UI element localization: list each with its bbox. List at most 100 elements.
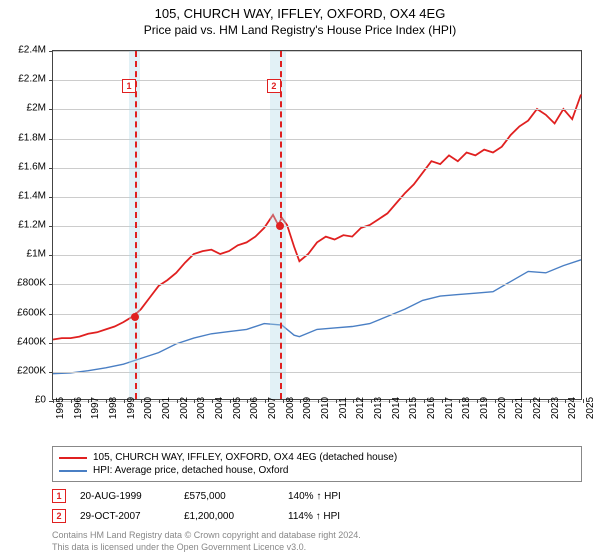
x-tick bbox=[530, 399, 531, 403]
x-axis-label: 2023 bbox=[550, 397, 561, 419]
y-axis-label: £1.8M bbox=[18, 132, 46, 143]
x-axis-label: 2020 bbox=[497, 397, 508, 419]
y-tick bbox=[49, 372, 53, 373]
x-tick bbox=[177, 399, 178, 403]
legend-label: HPI: Average price, detached house, Oxfo… bbox=[93, 465, 289, 476]
x-axis-label: 1998 bbox=[108, 397, 119, 419]
x-tick bbox=[424, 399, 425, 403]
y-axis-label: £0 bbox=[35, 395, 46, 406]
x-axis-label: 1995 bbox=[55, 397, 66, 419]
x-axis-label: 2002 bbox=[179, 397, 190, 419]
x-axis-label: 2008 bbox=[285, 397, 296, 419]
sales-marker: 1 bbox=[52, 489, 66, 503]
y-axis-label: £200K bbox=[17, 365, 46, 376]
x-axis-labels: 1995199619971998199920002001200220032004… bbox=[52, 404, 582, 444]
x-tick bbox=[71, 399, 72, 403]
x-tick bbox=[265, 399, 266, 403]
x-tick bbox=[389, 399, 390, 403]
x-tick bbox=[159, 399, 160, 403]
sales-hpi: 114% ↑ HPI bbox=[288, 511, 378, 522]
x-tick bbox=[495, 399, 496, 403]
legend-row: HPI: Average price, detached house, Oxfo… bbox=[59, 464, 575, 477]
x-axis-label: 1996 bbox=[73, 397, 84, 419]
sales-table: 120-AUG-1999£575,000140% ↑ HPI229-OCT-20… bbox=[52, 486, 582, 526]
x-axis-label: 2021 bbox=[514, 397, 525, 419]
chart-subtitle: Price paid vs. HM Land Registry's House … bbox=[0, 21, 600, 37]
y-tick bbox=[49, 51, 53, 52]
x-axis-label: 2003 bbox=[196, 397, 207, 419]
y-tick bbox=[49, 284, 53, 285]
legend-swatch bbox=[59, 470, 87, 472]
x-axis-label: 2015 bbox=[408, 397, 419, 419]
y-axis-label: £800K bbox=[17, 278, 46, 289]
x-axis-label: 1999 bbox=[126, 397, 137, 419]
x-tick bbox=[318, 399, 319, 403]
footer-line1: Contains HM Land Registry data © Crown c… bbox=[52, 530, 582, 542]
x-tick bbox=[106, 399, 107, 403]
x-axis-label: 2006 bbox=[249, 397, 260, 419]
legend-row: 105, CHURCH WAY, IFFLEY, OXFORD, OX4 4EG… bbox=[59, 451, 575, 464]
y-axis-label: £1.2M bbox=[18, 220, 46, 231]
sales-hpi: 140% ↑ HPI bbox=[288, 491, 378, 502]
y-tick bbox=[49, 314, 53, 315]
y-tick bbox=[49, 343, 53, 344]
y-tick bbox=[49, 139, 53, 140]
x-axis-label: 2010 bbox=[320, 397, 331, 419]
sales-row: 2 29-OCT-2007 £1,200,000 114% ↑ HPI bbox=[52, 506, 582, 526]
x-axis-label: 2019 bbox=[479, 397, 490, 419]
sale-point bbox=[276, 222, 284, 230]
chart-title: 105, CHURCH WAY, IFFLEY, OXFORD, OX4 4EG bbox=[0, 0, 600, 21]
sale-point bbox=[131, 313, 139, 321]
y-tick bbox=[49, 168, 53, 169]
x-tick bbox=[336, 399, 337, 403]
y-axis-label: £2.4M bbox=[18, 45, 46, 56]
y-axis-label: £2.2M bbox=[18, 74, 46, 85]
x-axis-label: 2013 bbox=[373, 397, 384, 419]
x-tick bbox=[212, 399, 213, 403]
x-axis-label: 2014 bbox=[391, 397, 402, 419]
y-axis-label: £600K bbox=[17, 307, 46, 318]
x-tick bbox=[371, 399, 372, 403]
x-axis-label: 2016 bbox=[426, 397, 437, 419]
x-tick bbox=[477, 399, 478, 403]
sales-marker: 2 bbox=[52, 509, 66, 523]
x-axis-label: 2001 bbox=[161, 397, 172, 419]
footer-attribution: Contains HM Land Registry data © Crown c… bbox=[52, 530, 582, 553]
x-axis-label: 2017 bbox=[444, 397, 455, 419]
legend-swatch bbox=[59, 457, 87, 459]
x-tick bbox=[583, 399, 584, 403]
sale-vline bbox=[135, 51, 137, 399]
y-tick bbox=[49, 197, 53, 198]
x-tick bbox=[283, 399, 284, 403]
footer-line2: This data is licensed under the Open Gov… bbox=[52, 542, 582, 554]
x-axis-label: 2000 bbox=[143, 397, 154, 419]
y-axis-label: £2M bbox=[27, 103, 46, 114]
legend: 105, CHURCH WAY, IFFLEY, OXFORD, OX4 4EG… bbox=[52, 446, 582, 482]
x-axis-label: 2007 bbox=[267, 397, 278, 419]
sales-date: 20-AUG-1999 bbox=[80, 491, 170, 502]
x-axis-label: 2012 bbox=[355, 397, 366, 419]
x-axis-label: 2009 bbox=[302, 397, 313, 419]
x-tick bbox=[442, 399, 443, 403]
y-tick bbox=[49, 226, 53, 227]
x-axis-label: 1997 bbox=[90, 397, 101, 419]
x-axis-label: 2024 bbox=[567, 397, 578, 419]
y-tick bbox=[49, 255, 53, 256]
x-tick bbox=[53, 399, 54, 403]
sales-date: 29-OCT-2007 bbox=[80, 511, 170, 522]
y-axis-label: £1M bbox=[27, 249, 46, 260]
y-axis-labels: £0£200K£400K£600K£800K£1M£1.2M£1.4M£1.6M… bbox=[0, 50, 50, 400]
x-axis-label: 2022 bbox=[532, 397, 543, 419]
x-tick bbox=[230, 399, 231, 403]
y-tick bbox=[49, 80, 53, 81]
y-tick bbox=[49, 109, 53, 110]
sale-marker-2: 2 bbox=[267, 79, 281, 93]
plot-area: 12 bbox=[52, 50, 582, 400]
y-axis-label: £1.6M bbox=[18, 161, 46, 172]
sales-row: 120-AUG-1999£575,000140% ↑ HPI bbox=[52, 486, 582, 506]
sales-price: £1,200,000 bbox=[184, 511, 274, 522]
x-axis-label: 2025 bbox=[585, 397, 596, 419]
y-axis-label: £400K bbox=[17, 336, 46, 347]
x-axis-label: 2018 bbox=[461, 397, 472, 419]
chart-container: 105, CHURCH WAY, IFFLEY, OXFORD, OX4 4EG… bbox=[0, 0, 600, 560]
